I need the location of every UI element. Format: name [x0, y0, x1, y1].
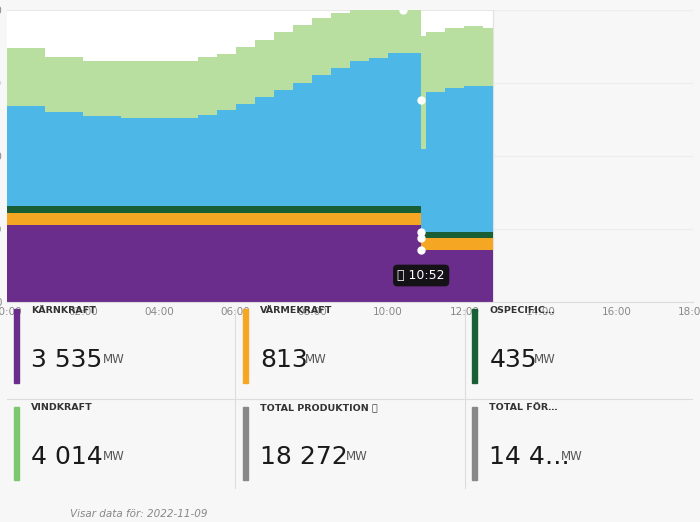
Bar: [243, 310, 248, 383]
Bar: [472, 310, 477, 383]
Text: ⌛ 10:52: ⌛ 10:52: [398, 269, 445, 282]
Text: MW: MW: [534, 353, 556, 366]
Text: KÄRNKRAFT: KÄRNKRAFT: [31, 306, 96, 315]
Text: MW: MW: [346, 450, 368, 463]
Text: MW: MW: [103, 450, 125, 463]
Text: 435: 435: [489, 348, 537, 372]
Text: 14 4…: 14 4…: [489, 445, 570, 469]
Bar: [472, 407, 477, 480]
Text: MW: MW: [304, 353, 326, 366]
Text: 813: 813: [260, 348, 308, 372]
Bar: [14, 407, 19, 480]
Text: TOTAL FÖR…: TOTAL FÖR…: [489, 404, 558, 412]
Bar: [14, 310, 19, 383]
Text: TOTAL PRODUKTION ⓘ: TOTAL PRODUKTION ⓘ: [260, 404, 378, 412]
Text: VÄRMEKRAFT: VÄRMEKRAFT: [260, 306, 332, 315]
Text: 3 535: 3 535: [31, 348, 102, 372]
Text: VINDKRAFT: VINDKRAFT: [31, 404, 93, 412]
Bar: [493, 10, 693, 302]
Bar: [243, 407, 248, 480]
Text: 4 014: 4 014: [31, 445, 103, 469]
Text: Visar data för: 2022-11-09: Visar data för: 2022-11-09: [70, 509, 207, 519]
Text: OSPECIFIC…: OSPECIFIC…: [489, 306, 554, 315]
Text: MW: MW: [103, 353, 125, 366]
Text: MW: MW: [561, 450, 583, 463]
Text: 18 272: 18 272: [260, 445, 348, 469]
